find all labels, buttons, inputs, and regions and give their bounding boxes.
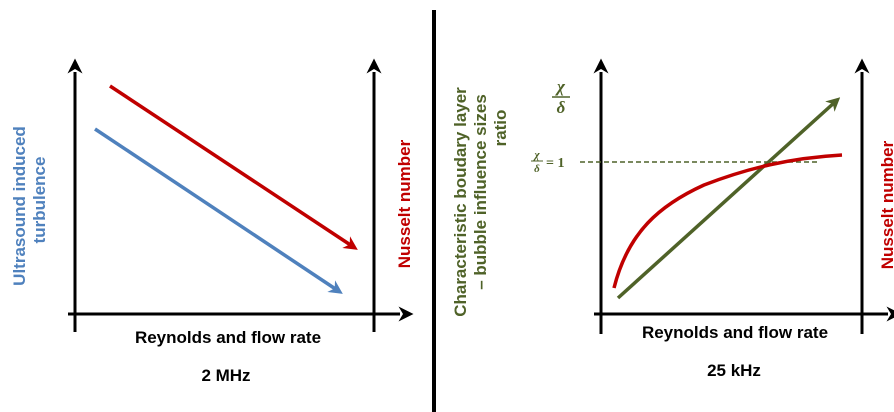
ratio-line bbox=[616, 97, 841, 300]
right-x-axis-label: Reynolds and flow rate bbox=[642, 323, 828, 342]
turbulence-line bbox=[94, 127, 343, 294]
right-y-axis-label-line3: ratio bbox=[491, 110, 510, 147]
ratio-top-denominator: δ bbox=[557, 98, 566, 117]
ratio-top-numerator: χ bbox=[555, 77, 566, 96]
ratio-eq-numerator: χ bbox=[532, 149, 540, 161]
left-frequency-label: 2 MHz bbox=[201, 366, 250, 385]
ratio-fraction-top: χ δ bbox=[552, 77, 570, 117]
left-panel: Reynolds and flow rate 2 MHz Ultrasound … bbox=[10, 58, 414, 385]
ratio-equals-one: χ δ = 1 bbox=[531, 149, 564, 175]
left-y-axis-label-line2: turbulence bbox=[30, 157, 49, 244]
ratio-eq-rhs: = 1 bbox=[546, 156, 564, 171]
right-secondary-y-axis-label: Nusselt number bbox=[878, 140, 894, 269]
ratio-eq-denominator: δ bbox=[534, 163, 540, 175]
right-y-axis-label-line2: – bubble influence sizes bbox=[471, 94, 490, 290]
left-x-axis-label: Reynolds and flow rate bbox=[135, 328, 321, 347]
left-y-axis-label-line1: Ultrasound induced bbox=[10, 126, 29, 286]
nusselt-line bbox=[109, 84, 358, 250]
nusselt-curve bbox=[612, 153, 843, 289]
right-y-axis-label-line1: Characteristic boudary layer bbox=[451, 87, 470, 317]
left-secondary-y-axis-label: Nusselt number bbox=[395, 139, 414, 268]
right-frequency-label: 25 kHz bbox=[707, 361, 761, 380]
right-panel: χ δ χ δ = 1 Reynolds and flow rate 25 kH… bbox=[451, 58, 894, 380]
